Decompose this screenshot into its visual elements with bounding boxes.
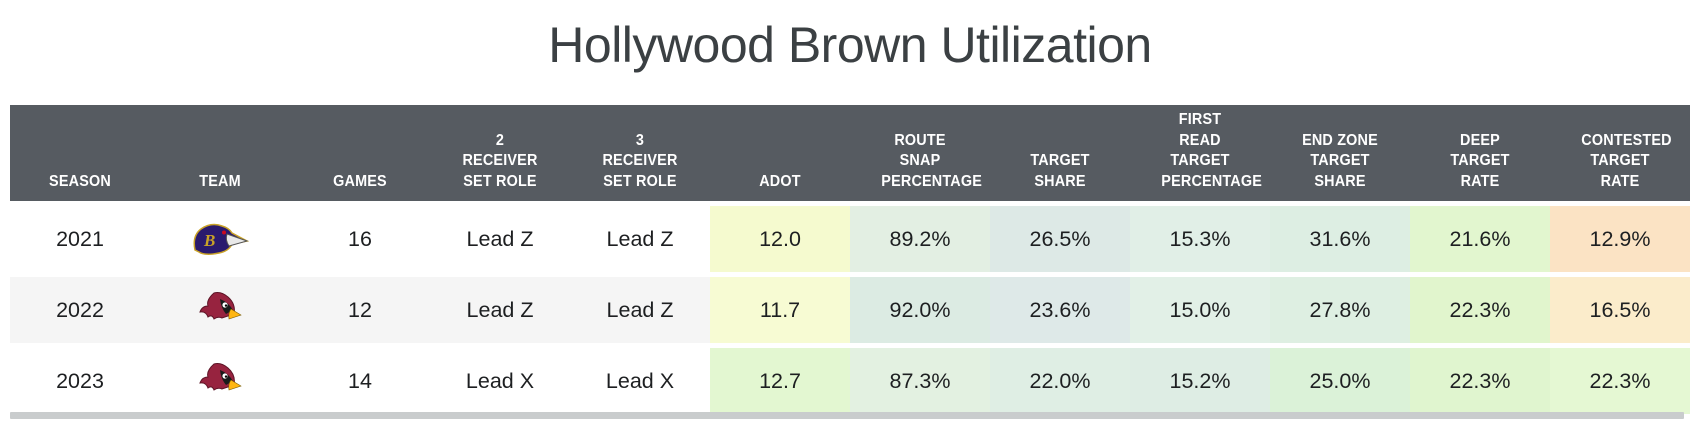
team-cell bbox=[150, 345, 290, 419]
utilization-table: SEASON TEAM GAMES 2 RECEIVER SET ROLE 3 … bbox=[10, 105, 1690, 419]
horizontal-scrollbar[interactable] bbox=[10, 412, 1684, 419]
games-cell: 12 bbox=[290, 274, 430, 348]
two-receiver-role-cell: Lead X bbox=[430, 345, 570, 419]
adot-cell: 12.0 bbox=[710, 203, 850, 277]
end-zone-cell: 27.8% bbox=[1270, 274, 1410, 348]
contested-target-cell: 12.9% bbox=[1550, 203, 1690, 277]
svg-text:B: B bbox=[203, 231, 215, 250]
column-header-first-read-target-percentage: FIRST READ TARGET PERCENTAGE bbox=[1130, 105, 1270, 206]
column-header-target-share: TARGET SHARE bbox=[990, 105, 1130, 206]
adot-cell: 11.7 bbox=[710, 274, 850, 348]
table-header-row: SEASON TEAM GAMES 2 RECEIVER SET ROLE 3 … bbox=[10, 105, 1690, 206]
column-header-team: TEAM bbox=[150, 105, 290, 206]
end-zone-cell: 31.6% bbox=[1270, 203, 1410, 277]
target-share-cell: 23.6% bbox=[990, 274, 1130, 348]
table-row: 2021 B 16 Lead Z Lead Z 12.0 89.2% 26.5%… bbox=[10, 203, 1690, 277]
column-header-end-zone-target-share: END ZONE TARGET SHARE bbox=[1270, 105, 1410, 206]
first-read-cell: 15.2% bbox=[1130, 345, 1270, 419]
column-header-games: GAMES bbox=[290, 105, 430, 206]
three-receiver-role-cell: Lead X bbox=[570, 345, 710, 419]
column-header-deep-target-rate: DEEP TARGET RATE bbox=[1410, 105, 1550, 206]
first-read-cell: 15.3% bbox=[1130, 203, 1270, 277]
two-receiver-role-cell: Lead Z bbox=[430, 274, 570, 348]
contested-target-cell: 16.5% bbox=[1550, 274, 1690, 348]
table-row: 2023 14 Lead X Lead X 12.7 87.3% 22.0% 1… bbox=[10, 345, 1690, 419]
deep-target-cell: 22.3% bbox=[1410, 274, 1550, 348]
column-header-adot: ADOT bbox=[710, 105, 850, 206]
page-title: Hollywood Brown Utilization bbox=[548, 17, 1152, 73]
route-snap-cell: 92.0% bbox=[850, 274, 990, 348]
column-header-season: SEASON bbox=[10, 105, 150, 206]
contested-target-cell: 22.3% bbox=[1550, 345, 1690, 419]
column-header-3-receiver-set-role: 3 RECEIVER SET ROLE bbox=[570, 105, 710, 206]
deep-target-cell: 21.6% bbox=[1410, 203, 1550, 277]
cardinals-logo bbox=[199, 363, 242, 391]
three-receiver-role-cell: Lead Z bbox=[570, 274, 710, 348]
column-header-contested-target-rate: CONTESTED TARGET RATE bbox=[1550, 105, 1690, 206]
games-cell: 16 bbox=[290, 203, 430, 277]
column-header-2-receiver-set-role: 2 RECEIVER SET ROLE bbox=[430, 105, 570, 206]
ravens-logo: B bbox=[193, 223, 250, 256]
three-receiver-role-cell: Lead Z bbox=[570, 203, 710, 277]
column-header-route-snap-percentage: ROUTE SNAP PERCENTAGE bbox=[850, 105, 990, 206]
season-cell: 2022 bbox=[10, 274, 150, 348]
team-cell bbox=[150, 274, 290, 348]
end-zone-cell: 25.0% bbox=[1270, 345, 1410, 419]
games-cell: 14 bbox=[290, 345, 430, 419]
target-share-cell: 26.5% bbox=[990, 203, 1130, 277]
route-snap-cell: 87.3% bbox=[850, 345, 990, 419]
first-read-cell: 15.0% bbox=[1130, 274, 1270, 348]
cardinals-logo bbox=[199, 292, 242, 320]
season-cell: 2021 bbox=[10, 203, 150, 277]
route-snap-cell: 89.2% bbox=[850, 203, 990, 277]
season-cell: 2023 bbox=[10, 345, 150, 419]
two-receiver-role-cell: Lead Z bbox=[430, 203, 570, 277]
table-row: 2022 12 Lead Z Lead Z 11.7 92.0% 23.6% 1… bbox=[10, 274, 1690, 348]
team-cell: B bbox=[150, 203, 290, 277]
target-share-cell: 22.0% bbox=[990, 345, 1130, 419]
adot-cell: 12.7 bbox=[710, 345, 850, 419]
deep-target-cell: 22.3% bbox=[1410, 345, 1550, 419]
